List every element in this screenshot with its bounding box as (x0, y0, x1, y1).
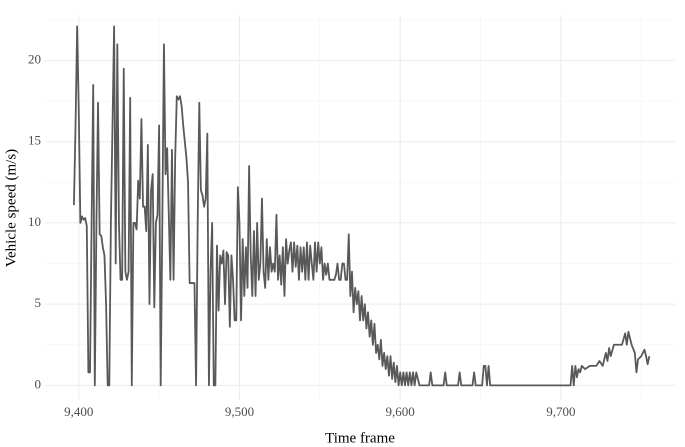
y-tick-label: 5 (35, 295, 42, 310)
y-axis-title: Vehicle speed (m/s) (3, 149, 19, 267)
x-axis-title: Time frame (325, 430, 395, 446)
y-tick-label: 10 (28, 214, 41, 229)
x-tick-label: 9,600 (386, 404, 415, 419)
data-line (73, 25, 651, 387)
y-tick-label: 20 (28, 51, 41, 66)
x-tick-label: 9,400 (64, 404, 93, 419)
y-tick-label: 15 (28, 133, 41, 148)
x-tick-label: 9,700 (546, 404, 575, 419)
y-tick-label: 0 (35, 376, 42, 391)
marks (73, 25, 651, 387)
x-tick-label: 9,500 (225, 404, 254, 419)
